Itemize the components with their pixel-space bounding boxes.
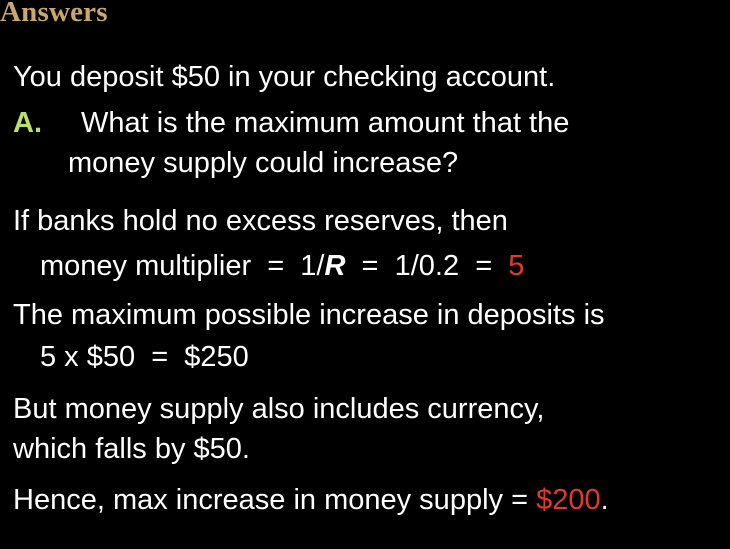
multiplier-value: 5 [508, 250, 525, 282]
para1-line-2: money multiplier = 1/R = 1/0.2 = 5 [40, 248, 524, 284]
question-label: A. [13, 107, 42, 139]
conclusion-suffix: . [600, 484, 609, 516]
para1-line-1: If banks hold no excess reserves, then [13, 205, 508, 237]
para2-line-1: The maximum possible increase in deposit… [13, 299, 605, 331]
question-line-1: A. What is the maximum amount that the [13, 105, 569, 141]
question-text-1: What is the maximum amount that the [81, 107, 570, 139]
para2-line-2: 5 x $50 = $250 [40, 341, 249, 373]
conclusion-prefix: Hence, max increase in money supply = [13, 484, 537, 516]
para4-line: Hence, max increase in money supply = $2… [13, 482, 609, 518]
multiplier-mid: = 1/0.2 = [345, 250, 509, 282]
intro-text: You deposit $50 in your checking account… [13, 61, 556, 93]
reserve-ratio-variable: R [324, 250, 346, 282]
para3-line-2: which falls by $50. [13, 433, 250, 465]
para3-line-1: But money supply also includes currency, [13, 393, 545, 425]
conclusion-value: $200 [536, 484, 601, 516]
multiplier-prefix: money multiplier = 1/ [40, 250, 325, 282]
question-line-2: money supply could increase? [68, 147, 459, 179]
slide-title: Answers [0, 0, 108, 28]
